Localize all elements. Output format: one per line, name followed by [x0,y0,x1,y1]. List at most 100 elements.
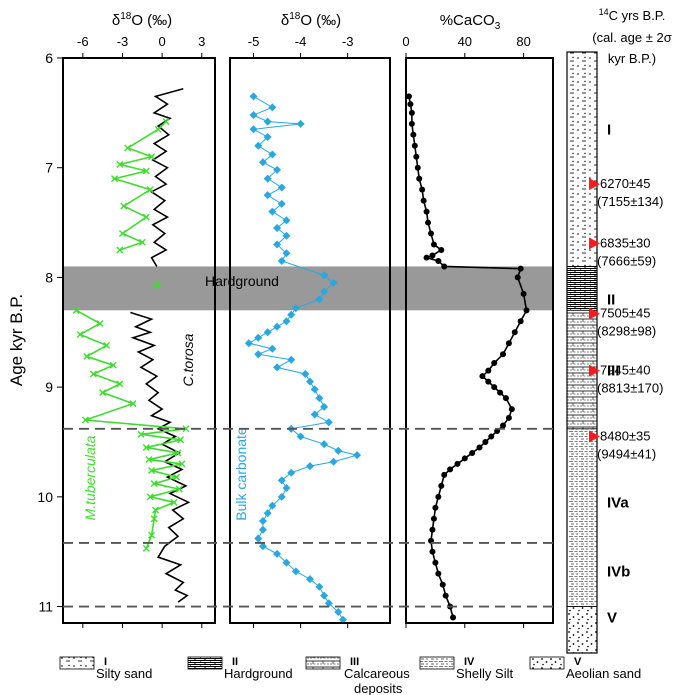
data-point [435,570,442,577]
data-point [476,444,483,451]
c14-age: 6835±30 [600,235,651,250]
data-point [258,525,267,534]
data-point [142,213,150,221]
data-point [72,306,80,314]
data-point [320,440,329,449]
data-point [244,339,253,348]
x-tick-label: -5 [248,34,260,49]
data-point [148,153,156,161]
cal-age: (8298±98) [597,324,656,339]
data-point [411,142,418,149]
cal-age: (8813±170) [597,381,663,396]
y-axis-label: Age kyr B.P. [7,294,26,386]
panel-bulk-carbonate: δ18O (‰) -5 -4 -3 Bulk carbonate [229,11,391,628]
data-point [148,531,156,539]
data-point [306,462,314,471]
data-point [150,480,158,488]
legend-swatch [305,656,341,670]
data-point [258,516,267,525]
legend-label-line2: deposits [354,681,403,695]
y-tick-label: 9 [45,379,53,395]
x-tick-label: -6 [77,34,89,49]
legend-label: Silty sand [96,666,152,681]
data-point [173,473,181,481]
data-point [429,252,436,259]
cal-age: (7666±59) [597,253,656,268]
y-tick-label: 7 [45,160,53,176]
data-point [454,460,461,467]
data-point [99,389,107,397]
data-point [273,322,282,331]
legend-label: Shelly Silt [456,666,513,681]
data-point [425,219,432,226]
data-point [479,373,486,380]
data-point [249,111,258,120]
data-point [469,449,476,456]
data-point [277,492,286,501]
data-point [427,230,434,237]
series-line [130,311,191,603]
data-point [263,117,272,126]
litho-header-3: kyr B.P.) [608,51,656,66]
panel-1-title: δ18O (‰) [112,11,172,29]
data-point [497,389,504,396]
y-tick-label: 11 [38,599,53,615]
lithology-column: 14C yrs B.P. (cal. age ± 2σ kyr B.P.) II… [566,7,672,654]
panel-3-frame [405,57,554,624]
data-point [485,367,492,374]
data-point [405,93,412,100]
data-point [273,165,282,174]
data-point [282,249,291,258]
x-tick-label: 40 [458,34,472,49]
data-point [441,471,448,478]
data-point [447,466,454,473]
panel-3-title: %CaCO3 [440,12,501,32]
data-point [500,422,507,429]
date-marker [589,364,600,377]
data-point [120,202,128,210]
c-torosa-label: C.torosa [180,333,196,386]
data-point [254,141,263,150]
data-point [353,451,362,460]
data-point [523,307,530,314]
data-point [514,274,521,281]
data-point [162,118,170,126]
data-point [320,287,329,296]
x-tick-label: -4 [295,34,307,49]
legend-numeral: IV [464,656,475,668]
data-point [273,363,282,372]
panel-2-series [244,92,362,624]
x-tick-label: 0 [159,34,166,49]
y-tick-label: 6 [45,50,53,66]
data-point [329,457,338,466]
data-point [129,400,137,408]
panel-1-frame [62,57,216,624]
date-marker [589,178,600,191]
data-point [138,238,146,246]
data-point [254,350,263,359]
data-point [435,257,442,264]
x-tick-label: 3 [198,34,205,49]
data-point [116,246,124,254]
data-point [174,449,182,457]
data-point [263,174,272,183]
data-point [145,456,153,464]
legend-numeral: II [232,656,238,668]
legend-label: Hardground [224,666,293,681]
data-point [500,351,507,358]
data-point [277,183,286,192]
data-point [334,608,343,617]
m-tuberculata-label: M.tuberculata [82,435,98,520]
unit-label: IVb [607,563,630,580]
data-point [287,355,296,364]
data-point [315,394,324,403]
data-point [124,144,132,152]
data-point [442,592,449,599]
data-point [324,599,333,608]
data-point [441,263,448,270]
panel-1-series [72,87,191,603]
data-point [277,199,286,208]
data-point [109,361,117,369]
